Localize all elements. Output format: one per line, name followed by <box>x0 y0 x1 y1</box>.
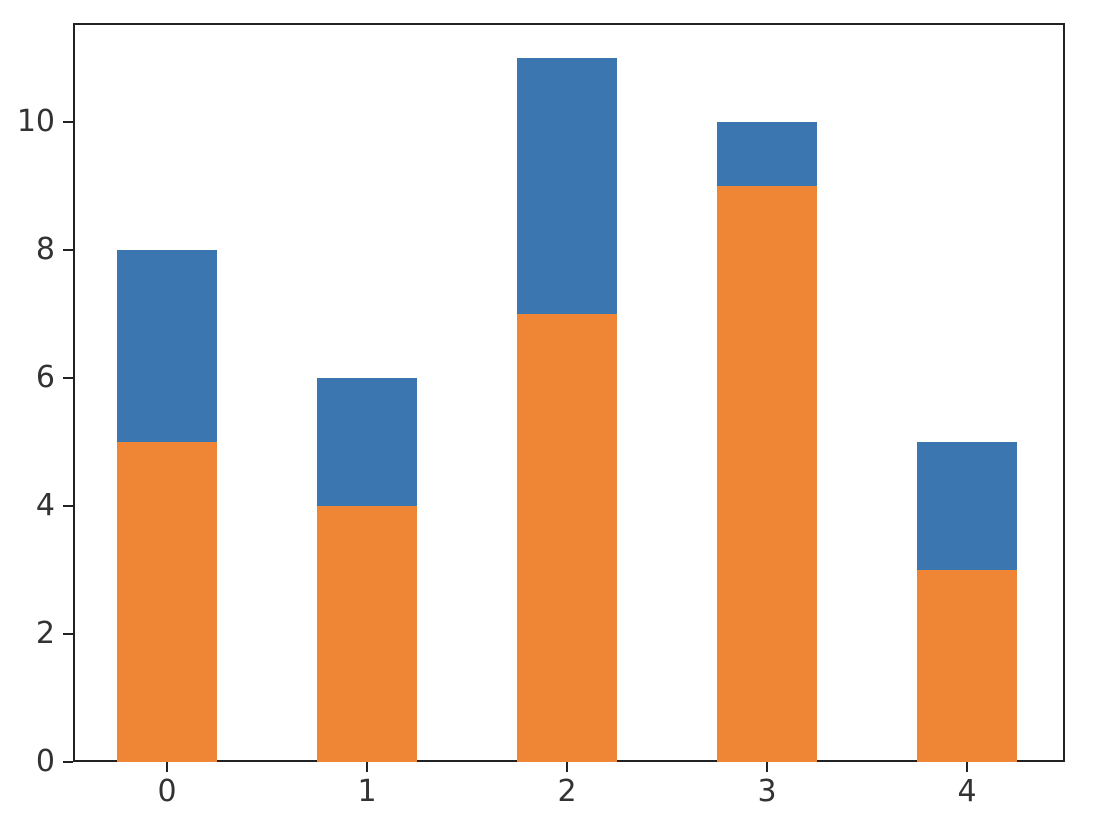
y-tick-mark <box>63 120 73 124</box>
y-tick-label: 4 <box>35 488 55 524</box>
x-tick-label: 1 <box>357 774 377 809</box>
x-tick-mark <box>165 762 169 772</box>
y-tick-mark <box>63 504 73 508</box>
x-tick-mark <box>365 762 369 772</box>
y-tick-label: 6 <box>35 360 55 396</box>
y-tick-label: 8 <box>35 232 55 268</box>
x-tick-label: 0 <box>157 774 177 809</box>
y-tick-label: 2 <box>35 616 55 651</box>
y-tick-mark <box>63 632 73 636</box>
y-tick-mark <box>63 760 73 764</box>
x-tick-mark <box>565 762 569 772</box>
y-tick-label: 10 <box>16 104 55 140</box>
bar-segment-bottom-orange-2 <box>517 314 617 762</box>
bar-segment-bottom-orange-4 <box>917 570 1017 762</box>
y-tick-mark <box>63 376 73 380</box>
x-tick-label: 4 <box>957 774 977 809</box>
bar-segment-bottom-orange-1 <box>317 506 417 762</box>
bar-segment-bottom-orange-3 <box>717 186 817 762</box>
bar-segment-top-blue-3 <box>717 122 817 187</box>
bar-segment-top-blue-1 <box>317 378 417 507</box>
x-tick-label: 3 <box>757 774 777 809</box>
bar-segment-top-blue-0 <box>117 250 217 442</box>
x-tick-mark <box>965 762 969 772</box>
bar-segment-top-blue-4 <box>917 442 1017 571</box>
x-tick-mark <box>765 762 769 772</box>
bar-segment-top-blue-2 <box>517 58 617 315</box>
y-tick-label: 0 <box>35 744 55 779</box>
bar-segment-bottom-orange-0 <box>117 442 217 762</box>
y-tick-mark <box>63 248 73 252</box>
x-tick-label: 2 <box>557 774 577 809</box>
